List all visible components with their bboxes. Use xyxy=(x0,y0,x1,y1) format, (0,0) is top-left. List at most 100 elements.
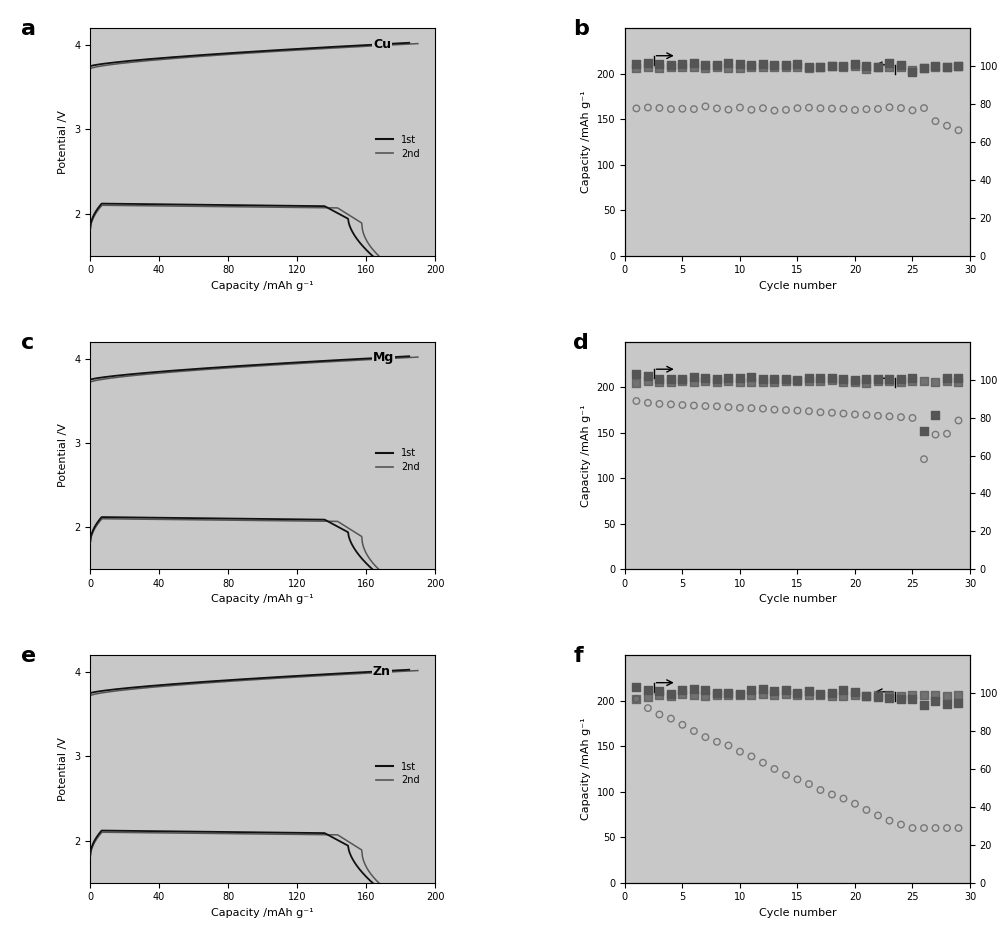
Point xyxy=(858,102,874,117)
Legend: 1st, 2nd: 1st, 2nd xyxy=(372,444,423,475)
Point xyxy=(640,100,656,115)
X-axis label: Cycle number: Cycle number xyxy=(759,594,836,605)
Point xyxy=(858,407,874,422)
Point xyxy=(927,694,943,709)
Point xyxy=(628,679,644,695)
Point xyxy=(881,100,897,115)
Point xyxy=(916,60,932,75)
Point xyxy=(663,686,679,701)
Point xyxy=(881,813,897,828)
Point xyxy=(950,374,966,389)
Point xyxy=(709,735,725,750)
Point xyxy=(801,60,817,75)
Point xyxy=(778,402,794,418)
Point xyxy=(697,374,713,389)
Point xyxy=(950,122,966,138)
Point xyxy=(697,730,713,745)
X-axis label: Capacity /mAh g⁻¹: Capacity /mAh g⁻¹ xyxy=(211,594,314,605)
Point xyxy=(881,60,897,75)
Point xyxy=(720,400,736,415)
Legend: 1st, 2nd: 1st, 2nd xyxy=(372,131,423,162)
Point xyxy=(893,689,909,704)
Point xyxy=(686,59,702,74)
Point xyxy=(870,688,886,703)
Point xyxy=(686,723,702,738)
Point xyxy=(709,101,725,116)
Point xyxy=(697,370,713,385)
Point xyxy=(651,687,667,702)
Point xyxy=(697,688,713,703)
Point xyxy=(720,61,736,76)
Point xyxy=(904,410,920,425)
Point xyxy=(927,60,943,75)
Point xyxy=(766,688,782,703)
Point xyxy=(870,808,886,823)
Legend: 1st, 2nd: 1st, 2nd xyxy=(372,757,423,790)
Point xyxy=(835,59,851,74)
Text: Mg: Mg xyxy=(373,351,394,364)
Point xyxy=(801,776,817,791)
Point xyxy=(709,375,725,390)
Point xyxy=(743,374,759,389)
Point xyxy=(812,60,828,75)
Point xyxy=(812,101,828,116)
Point xyxy=(904,374,920,389)
Point xyxy=(835,682,851,698)
Point xyxy=(881,690,897,705)
Point xyxy=(651,374,667,389)
Point xyxy=(628,60,644,75)
Point xyxy=(697,399,713,414)
Point xyxy=(789,60,805,75)
Point xyxy=(640,59,656,74)
Y-axis label: Capacity /mAh g⁻¹: Capacity /mAh g⁻¹ xyxy=(581,717,591,820)
Point xyxy=(755,101,771,116)
Point xyxy=(686,369,702,384)
Point xyxy=(663,372,679,387)
Point xyxy=(640,689,656,704)
Y-axis label: Capacity /mAh g⁻¹: Capacity /mAh g⁻¹ xyxy=(581,404,591,507)
Point xyxy=(674,682,690,698)
Point xyxy=(755,375,771,390)
Point xyxy=(720,370,736,385)
Point xyxy=(939,821,955,836)
Point xyxy=(628,56,644,71)
Point xyxy=(743,682,759,698)
Point xyxy=(686,375,702,390)
Point xyxy=(789,687,805,702)
Point xyxy=(904,63,920,78)
Text: c: c xyxy=(21,333,34,353)
Point xyxy=(663,102,679,117)
Point xyxy=(824,101,840,116)
Point xyxy=(904,687,920,702)
Point xyxy=(858,375,874,390)
Point xyxy=(812,687,828,702)
Text: Zn: Zn xyxy=(373,664,391,678)
Point xyxy=(835,371,851,386)
Point xyxy=(824,685,840,700)
Point xyxy=(801,403,817,419)
Point xyxy=(755,372,771,387)
Point xyxy=(916,423,932,438)
Point xyxy=(743,369,759,384)
Point xyxy=(870,59,886,74)
Point xyxy=(663,688,679,703)
Point xyxy=(709,686,725,701)
Point xyxy=(824,58,840,73)
Point xyxy=(766,761,782,776)
Point xyxy=(950,695,966,710)
Point xyxy=(640,682,656,698)
Point xyxy=(766,402,782,418)
Point xyxy=(755,57,771,72)
Point xyxy=(732,56,748,71)
Point xyxy=(651,683,667,698)
Point xyxy=(789,374,805,389)
Point xyxy=(939,374,955,389)
Point xyxy=(778,682,794,698)
Point xyxy=(916,688,932,703)
Point xyxy=(847,687,863,702)
Point xyxy=(927,58,943,73)
Point xyxy=(939,118,955,133)
Point xyxy=(628,692,644,707)
Point xyxy=(801,60,817,75)
Point xyxy=(812,782,828,797)
